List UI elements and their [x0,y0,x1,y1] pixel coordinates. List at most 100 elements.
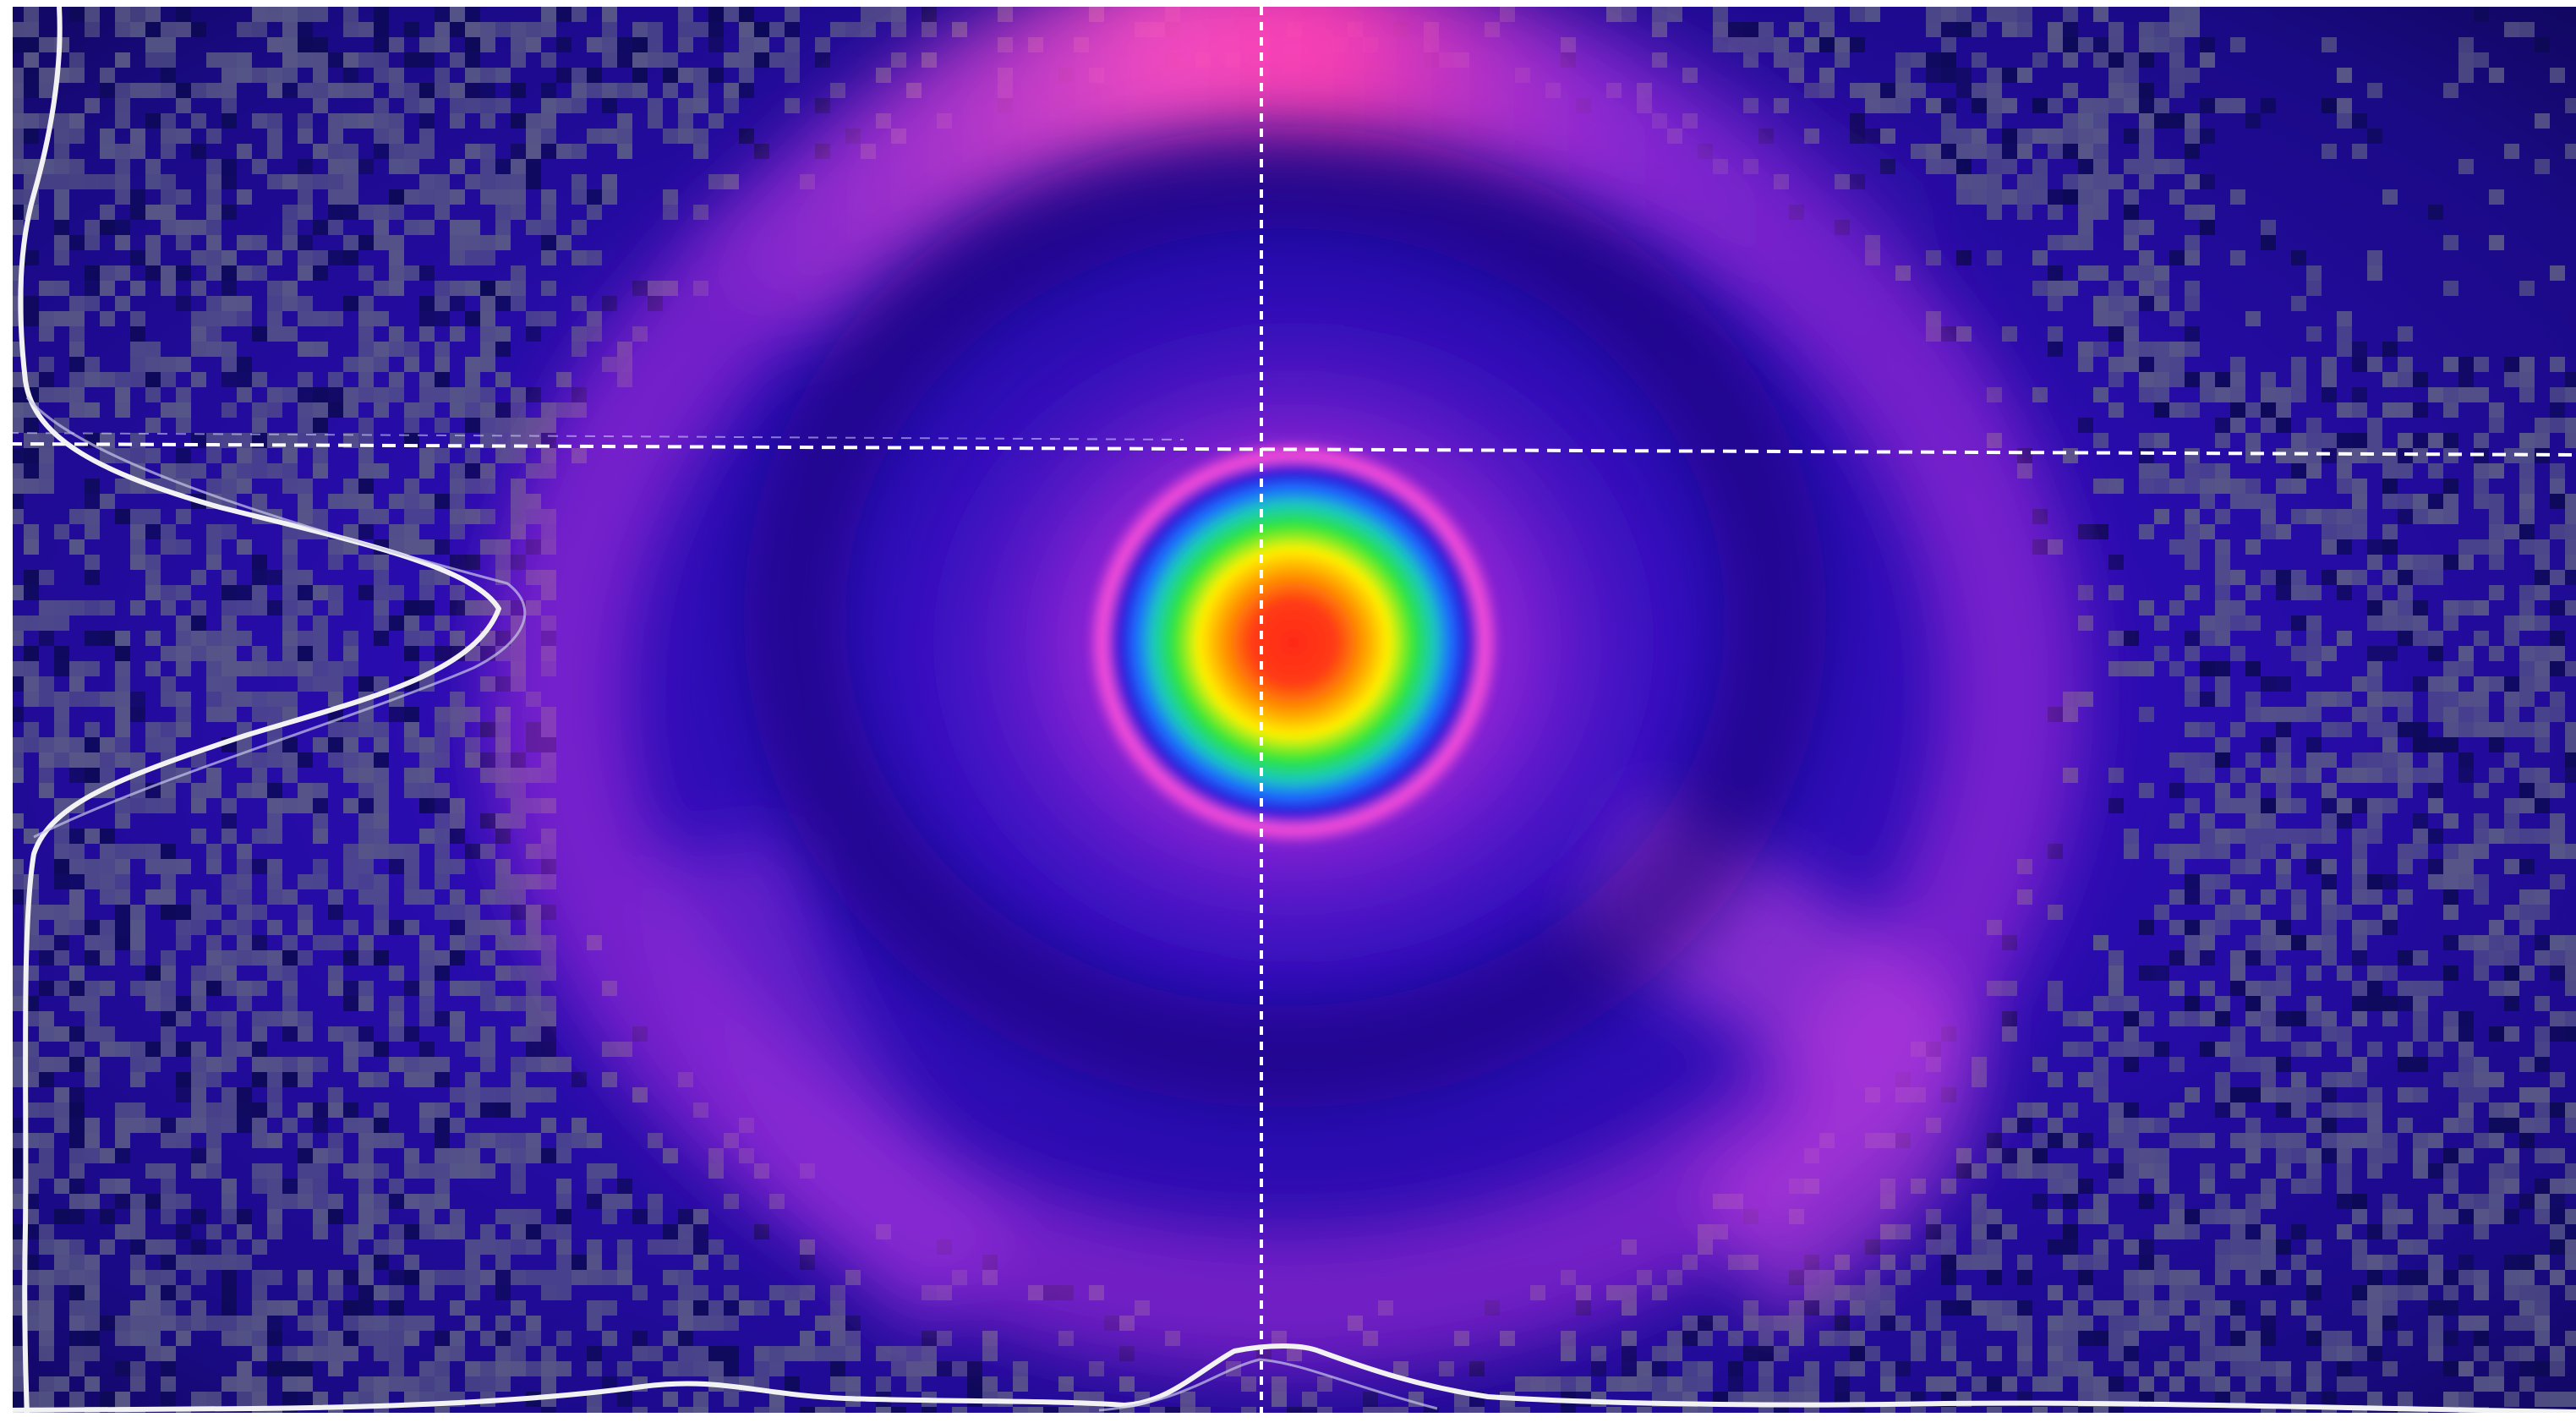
noise-pixel [1835,52,1850,68]
noise-pixel [419,1194,435,1209]
noise-pixel [2185,920,2200,935]
noise-pixel [237,585,252,600]
noise-pixel [906,1376,922,1392]
noise-pixel [2139,1194,2154,1209]
noise-pixel [2367,448,2382,463]
noise-pixel [176,1072,191,1087]
noise-pixel [2032,1163,2048,1179]
noise-pixel [69,68,85,83]
noise-pixel [328,676,343,692]
noise-pixel [2245,448,2261,463]
noise-pixel [511,22,526,37]
noise-pixel [572,342,587,357]
noise-pixel [252,646,267,661]
noise-pixel [267,1057,282,1072]
noise-pixel [2489,768,2504,783]
noise-pixel [2230,646,2245,661]
noise-pixel [54,752,69,768]
noise-pixel [145,174,161,189]
noise-pixel [2322,372,2337,387]
noise-pixel [2489,418,2504,433]
noise-pixel [161,1300,176,1316]
noise-pixel [54,250,69,265]
noise-pixel [54,189,69,205]
noise-pixel [2519,1118,2535,1133]
noise-pixel [282,1300,298,1316]
noise-pixel [1713,22,1728,37]
noise-pixel [2078,1042,2093,1057]
noise-pixel [2367,1133,2382,1148]
noise-pixel [161,539,176,555]
noise-pixel [2108,22,2124,37]
noise-pixel [24,585,39,600]
noise-pixel [587,1270,602,1285]
noise-pixel [39,1102,54,1118]
noise-pixel [358,494,374,509]
noise-pixel [2504,966,2519,981]
noise-pixel [343,1102,358,1118]
noise-pixel [328,174,343,189]
noise-pixel [2565,1011,2576,1026]
noise-pixel [2261,737,2276,752]
noise-pixel [495,235,511,250]
noise-pixel [663,1148,678,1163]
noise-pixel [2535,1102,2550,1118]
noise-pixel [2261,1300,2276,1316]
noise-pixel [1150,1407,1165,1413]
noise-pixel [2398,768,2413,783]
noise-pixel [739,68,754,83]
noise-pixel [161,22,176,37]
noise-pixel [206,265,222,281]
noise-pixel [374,357,389,372]
noise-pixel [176,448,191,463]
noise-pixel [450,1026,465,1042]
noise-pixel [495,326,511,342]
noise-pixel [800,1239,815,1255]
noise-pixel [1926,98,1941,113]
noise-pixel [298,265,313,281]
noise-pixel [678,22,693,37]
noise-pixel [450,52,465,68]
noise-pixel [358,768,374,783]
noise-pixel [389,1194,404,1209]
noise-pixel [2382,768,2398,783]
noise-pixel [2230,189,2245,205]
noise-pixel [511,1179,526,1194]
noise-pixel [2154,22,2169,37]
noise-pixel [2017,1102,2032,1118]
noise-pixel [145,1239,161,1255]
noise-pixel [1956,68,1972,83]
noise-pixel [69,539,85,555]
noise-pixel [511,1346,526,1361]
noise-pixel [2200,174,2215,189]
noise-pixel [2519,798,2535,813]
noise-pixel [39,1163,54,1179]
noise-pixel [2002,98,2017,113]
noise-pixel [2474,631,2489,646]
noise-pixel [465,1361,480,1376]
noise-pixel [298,1072,313,1087]
noise-pixel [785,68,800,83]
noise-pixel [1880,98,1895,113]
noise-pixel [876,1407,891,1413]
noise-pixel [298,387,313,402]
noise-pixel [39,387,54,402]
noise-pixel [2245,1331,2261,1346]
noise-pixel [282,631,298,646]
noise-pixel [313,1163,328,1179]
noise-pixel [2124,996,2139,1011]
noise-pixel [2550,631,2565,646]
noise-pixel [815,1407,830,1413]
noise-pixel [69,1057,85,1072]
noise-pixel [2063,52,2078,68]
noise-pixel [2322,874,2337,889]
noise-pixel [419,631,435,646]
noise-pixel [1926,1316,1941,1331]
noise-pixel [298,7,313,22]
noise-pixel [2276,387,2291,402]
noise-pixel [2154,463,2169,479]
noise-pixel [2443,83,2458,98]
noise-pixel [2093,479,2108,494]
noise-pixel [1013,1376,1028,1392]
noise-pixel [465,250,480,265]
